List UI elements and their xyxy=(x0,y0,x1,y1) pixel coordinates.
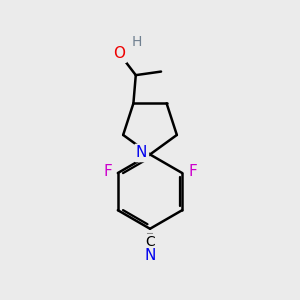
Text: N: N xyxy=(136,146,147,160)
Text: O: O xyxy=(113,46,125,61)
Text: H: H xyxy=(131,35,142,50)
Text: C: C xyxy=(145,235,155,249)
Text: N: N xyxy=(144,248,156,263)
Text: F: F xyxy=(188,164,197,179)
Text: F: F xyxy=(103,164,112,179)
